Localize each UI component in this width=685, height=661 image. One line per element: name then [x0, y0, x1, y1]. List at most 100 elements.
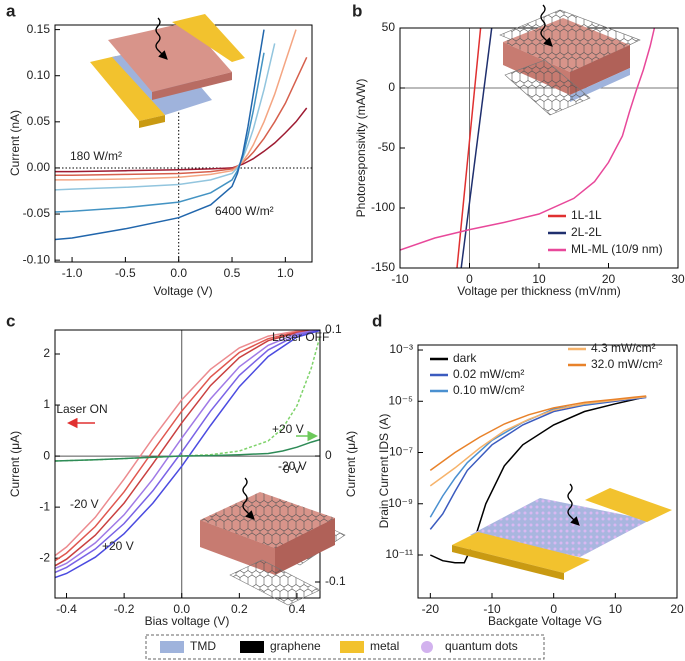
data-line: [456, 28, 482, 268]
legend-label: dark: [453, 351, 477, 365]
x-tick-label: 20: [602, 272, 616, 286]
x-tick-label: 0: [466, 272, 473, 286]
annotation: +20 V: [102, 539, 134, 553]
device-shape: [90, 56, 165, 121]
data-line: [55, 52, 265, 213]
y-tick-label: -0.05: [23, 206, 51, 220]
y-tick-label: 0: [43, 448, 50, 462]
y-tick-label: -1: [39, 499, 50, 513]
y-tick-label: -150: [371, 260, 395, 274]
x-tick-label: -0.4: [56, 602, 77, 616]
data-line: [55, 107, 308, 173]
legend-box: [145, 634, 545, 660]
y-tick-label: 0.15: [27, 22, 51, 36]
light-arrow: [567, 483, 580, 526]
panel-label: c: [6, 311, 15, 330]
data-line: [460, 28, 493, 268]
panel-label: b: [352, 1, 362, 20]
x-tick-label: 30: [671, 272, 685, 286]
legend-swatch: [340, 641, 364, 653]
legend-label: 0.10 mW/cm²: [453, 383, 524, 397]
y-tick-label: 10⁻³: [389, 342, 413, 356]
data-line: [400, 28, 656, 251]
device-shape: [570, 45, 630, 95]
annotation: +20 V: [272, 422, 304, 436]
device-shape: [200, 492, 335, 548]
y-tick-label: 10⁻¹¹: [385, 547, 413, 561]
y-tick-label: 2: [43, 346, 50, 360]
x-tick-label: -10: [391, 272, 409, 286]
y2-axis-label: Current (μA): [344, 431, 358, 497]
y-tick-label: 50: [382, 20, 396, 34]
y2-tick-label: 0.1: [325, 322, 342, 336]
device-shape: [275, 518, 335, 575]
legend-label: 32.0 mW/cm²: [591, 357, 662, 371]
x-tick-label: 0.2: [231, 602, 248, 616]
y-tick-label: 1: [43, 397, 50, 411]
data-line: [55, 330, 320, 567]
legend-label: 4.3 mW/cm²: [591, 341, 656, 355]
y-tick-label: 0.05: [27, 114, 51, 128]
y-tick-label: -50: [378, 140, 396, 154]
y-tick-label: 10⁻⁹: [388, 496, 413, 510]
plot-frame: [417, 344, 678, 599]
y-axis-label: Current (nA): [8, 110, 22, 176]
x-tick-label: 10: [609, 602, 623, 616]
device-shape: [452, 545, 564, 580]
chart-panel: -1.0 -0.5 0.0 0.5 1.0 -0.10 -0.05 0.00 0.05 0.10 0…: [6, 1, 313, 298]
device-shape: [152, 72, 232, 100]
data-line: [55, 330, 320, 574]
x-tick-label: 0.4: [289, 602, 306, 616]
y-tick-label: 0.10: [27, 68, 51, 82]
x-tick-label: 20: [670, 602, 684, 616]
y-axis-label: Photoresponsivity (mA/W): [354, 79, 368, 218]
device-shape: [139, 115, 165, 128]
device-shape: [585, 488, 672, 522]
x-tick-label: 0.0: [170, 266, 187, 280]
device-shape: [504, 59, 591, 116]
annotation: 6400 W/m²: [215, 204, 274, 218]
device-shape: [503, 18, 630, 72]
y-tick-label: 10⁻⁵: [388, 393, 413, 407]
data-line: [55, 330, 320, 570]
y-tick-label: 0.00: [27, 160, 51, 174]
data-line: [55, 336, 320, 462]
x-axis-label: Voltage per thickness (mV/nm): [457, 284, 620, 298]
plot-frame: [54, 329, 321, 599]
x-axis-label: Bias voltage (V): [145, 614, 230, 628]
y2-tick-label: -0.1: [325, 574, 346, 588]
x-tick-label: -0.5: [115, 266, 136, 280]
y-tick-label: -2: [39, 550, 50, 564]
light-arrow: [540, 4, 553, 47]
data-line: [55, 330, 320, 562]
data-line: [55, 43, 276, 191]
y-tick-label: 10⁻⁷: [389, 445, 413, 459]
annotation: -20 V: [70, 497, 99, 511]
x-tick-label: -20: [422, 602, 440, 616]
x-axis-label: Voltage (V): [153, 284, 212, 298]
device-shape: [229, 559, 321, 606]
annotation: 180 W/m²: [70, 149, 122, 163]
legend-label: 1L-1L: [571, 208, 602, 222]
insets: [67, 4, 672, 606]
device-shape: [172, 14, 245, 62]
legend-label: graphene: [270, 639, 321, 653]
x-tick-label: -1.0: [62, 266, 83, 280]
light-arrow: [242, 477, 255, 520]
legend-label: metal: [370, 639, 399, 653]
data-line: [55, 29, 265, 241]
annotation: 0 V: [283, 462, 301, 476]
y-tick-label: -100: [371, 200, 395, 214]
chart-panel: -0.4 -0.2 0.0 0.2 0.4 -2 -1 0 1 2 -0.1 0 0.1 c Bias vo…: [6, 311, 358, 628]
x-tick-label: 0.0: [173, 602, 190, 616]
y2-tick-label: 0: [325, 448, 332, 462]
y-tick-label: -0.10: [23, 252, 51, 266]
annotation: -20 V: [278, 459, 307, 473]
data-line: [429, 396, 647, 487]
legend-label: 2L-2L: [571, 225, 602, 239]
legend-label: ML-ML (10/9 nm): [571, 242, 663, 256]
panel-label: a: [6, 1, 16, 20]
data-line: [429, 396, 647, 564]
device-shape: [200, 520, 275, 575]
